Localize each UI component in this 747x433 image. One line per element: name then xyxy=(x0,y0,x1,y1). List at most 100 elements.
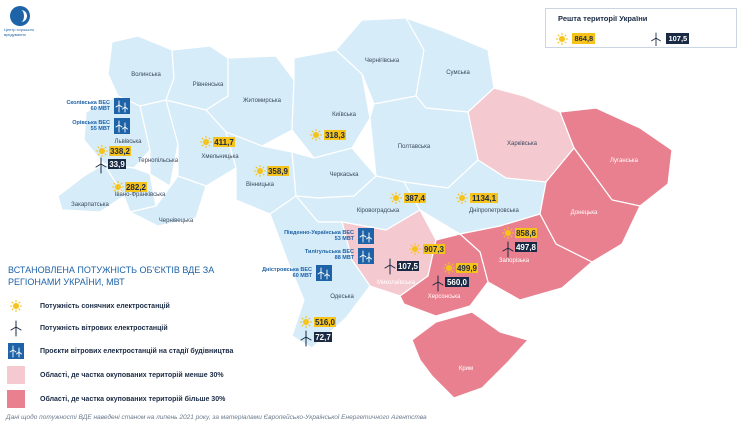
rest-of-ukraine-title: Решта території України xyxy=(558,14,648,23)
lviv-wind-value: 33,9 xyxy=(109,160,125,169)
legend-occupied-lt30: Області, де частка окупованих територій … xyxy=(6,365,224,385)
dnist-project-mw: 60 МВТ xyxy=(293,273,313,279)
rest-wind: 107,5 xyxy=(650,30,690,47)
legend-wind: Потужність вітрових електростанцій xyxy=(6,318,168,338)
legend-projects: Проєкти вітрових електростанцій на стаді… xyxy=(6,341,233,361)
legend-occupied-lt30-label: Області, де частка окупованих територій … xyxy=(40,371,224,379)
dnipro-solar-value: 1134,1 xyxy=(472,194,497,203)
sun-icon xyxy=(199,135,213,149)
tylih-project-mw: 88 МВТ xyxy=(335,255,355,261)
legend-occupied-gt30-label: Області, де частка окупованих територій … xyxy=(40,395,226,403)
label-khersonska: Херсонська xyxy=(428,294,461,300)
label-zakarpatska: Закарпатська xyxy=(71,202,109,208)
legend-wind-label: Потужність вітрових електростанцій xyxy=(40,324,168,332)
legend-solar: Потужність сонячних електростанцій xyxy=(6,296,170,316)
label-zaporizka: Запорізька xyxy=(499,258,530,264)
legend-title: ВСТАНОВЛЕНА ПОТУЖНІСТЬ ОБ'ЄКТІВ ВДЕ ЗА Р… xyxy=(8,264,214,288)
kherson-solar-value: 499,9 xyxy=(457,264,478,273)
rest-solar: 864,8 xyxy=(555,30,596,45)
zap-wind-value: 497,8 xyxy=(516,243,537,252)
wind-project-icon xyxy=(357,227,375,245)
wind-project-icon xyxy=(113,97,131,115)
sun-icon xyxy=(309,128,323,142)
label-khmelnytska: Хмельницька xyxy=(201,154,239,160)
sun-icon xyxy=(408,242,422,256)
pivd-project-mw: 53 МВТ xyxy=(335,236,355,242)
label-cherkaska: Черкаська xyxy=(330,172,360,178)
label-rivnenska: Рівненська xyxy=(193,82,224,88)
label-ivano-frankivska: Івано-Франківська xyxy=(115,192,166,198)
wind-turbine-icon xyxy=(651,32,661,47)
rest-solar-value: 864,8 xyxy=(572,33,596,45)
label-donetska: Донецька xyxy=(571,210,598,216)
wind-project-icon xyxy=(315,264,333,282)
lviv-solar-value: 338,2 xyxy=(110,147,131,156)
tylih-project-name: Тилігульська ВЕС xyxy=(305,249,354,255)
label-vinnytska: Вінницька xyxy=(246,182,275,188)
label-sumska: Сумська xyxy=(446,70,470,76)
sun-icon xyxy=(455,191,469,205)
kherson-wind-value: 560,0 xyxy=(447,278,468,287)
sun-icon xyxy=(389,191,403,205)
sun-icon xyxy=(95,144,109,158)
label-krym: Крим xyxy=(459,366,473,372)
label-chernihivska: Чернігівська xyxy=(365,58,400,64)
zap-solar-value: 858,6 xyxy=(516,229,537,238)
wind-turbine-icon xyxy=(10,320,22,337)
sun-icon xyxy=(111,180,125,194)
legend-solar-label: Потужність сонячних електростанцій xyxy=(40,302,170,310)
label-poltavska: Полтавська xyxy=(398,144,431,150)
sun-icon xyxy=(555,32,569,45)
swatch-light-pink xyxy=(7,366,25,384)
footnote: Дані щодо потужності ВДЕ наведені станом… xyxy=(6,414,427,421)
region-rivnenska xyxy=(165,45,229,111)
sun-icon xyxy=(253,164,267,178)
sun-icon xyxy=(501,226,515,240)
sun-icon xyxy=(299,315,313,329)
label-dnipropetrovska: Дніпропетровська xyxy=(469,208,519,214)
ivano-solar-value: 282,2 xyxy=(126,183,147,192)
label-volynska: Волинська xyxy=(131,72,161,78)
skole-project-mw: 60 МВТ xyxy=(91,106,111,112)
dnist-project-name: Дністровська ВЕС xyxy=(262,267,312,273)
label-zhytomyrska: Житомирська xyxy=(243,98,282,104)
skole-project-name: Сколівська ВЕС xyxy=(66,100,110,106)
label-lvivska: Львівська xyxy=(115,139,143,145)
myk-solar-value: 907,3 xyxy=(424,245,445,254)
label-luhanska: Луганська xyxy=(610,158,639,164)
kyiv-solar-value: 318,3 xyxy=(325,131,346,140)
label-chernivetska: Чернівецька xyxy=(159,218,194,224)
vinn-solar-value: 358,9 xyxy=(268,167,289,176)
odesa-solar-value: 516,0 xyxy=(315,318,336,327)
label-kirovohradska: Кіровоградська xyxy=(357,208,400,214)
label-odeska: Одеська xyxy=(330,294,354,300)
wind-project-icon xyxy=(113,117,131,135)
myk-wind-value: 107,5 xyxy=(398,262,419,271)
rest-of-ukraine-box: Решта території України 864,8 107,5 xyxy=(545,8,737,48)
orivska-project-name: Орівська ВЕС xyxy=(72,120,110,126)
legend-title-line2: РЕГІОНАМИ УКРАЇНИ, МВТ xyxy=(8,277,125,287)
region-chernivetska xyxy=(128,175,207,227)
logo-mark-icon xyxy=(10,6,30,26)
legend-projects-label: Проєкти вітрових електростанцій на стаді… xyxy=(40,347,234,355)
region-krym xyxy=(411,311,530,399)
label-ternopilska: Тернопільська xyxy=(138,158,179,164)
khmel-solar-value: 411,7 xyxy=(214,138,234,147)
label-mykolaivska: Миколаївська xyxy=(377,280,416,286)
region-khersonska xyxy=(399,233,489,317)
rest-wind-value: 107,5 xyxy=(666,33,690,45)
region-khmelnytska xyxy=(165,99,237,187)
legend-occupied-gt30: Області, де частка окупованих територій … xyxy=(6,389,225,409)
label-kyivska: Київська xyxy=(332,112,357,118)
wind-project-icon xyxy=(7,342,25,360)
wind-project-icon xyxy=(357,247,375,265)
sun-icon xyxy=(9,299,23,313)
label-kharkivska: Харківська xyxy=(507,141,538,147)
legend-title-line1: ВСТАНОВЛЕНА ПОТУЖНІСТЬ ОБ'ЄКТІВ ВДЕ ЗА xyxy=(8,265,215,275)
logo-text: Центр хорошого врядування xyxy=(4,27,35,37)
sun-icon xyxy=(442,261,456,275)
kirov-solar-value: 387,4 xyxy=(405,194,426,203)
orivska-project-mw: 55 МВТ xyxy=(91,126,111,132)
odesa-wind-value: 72,7 xyxy=(315,333,331,342)
